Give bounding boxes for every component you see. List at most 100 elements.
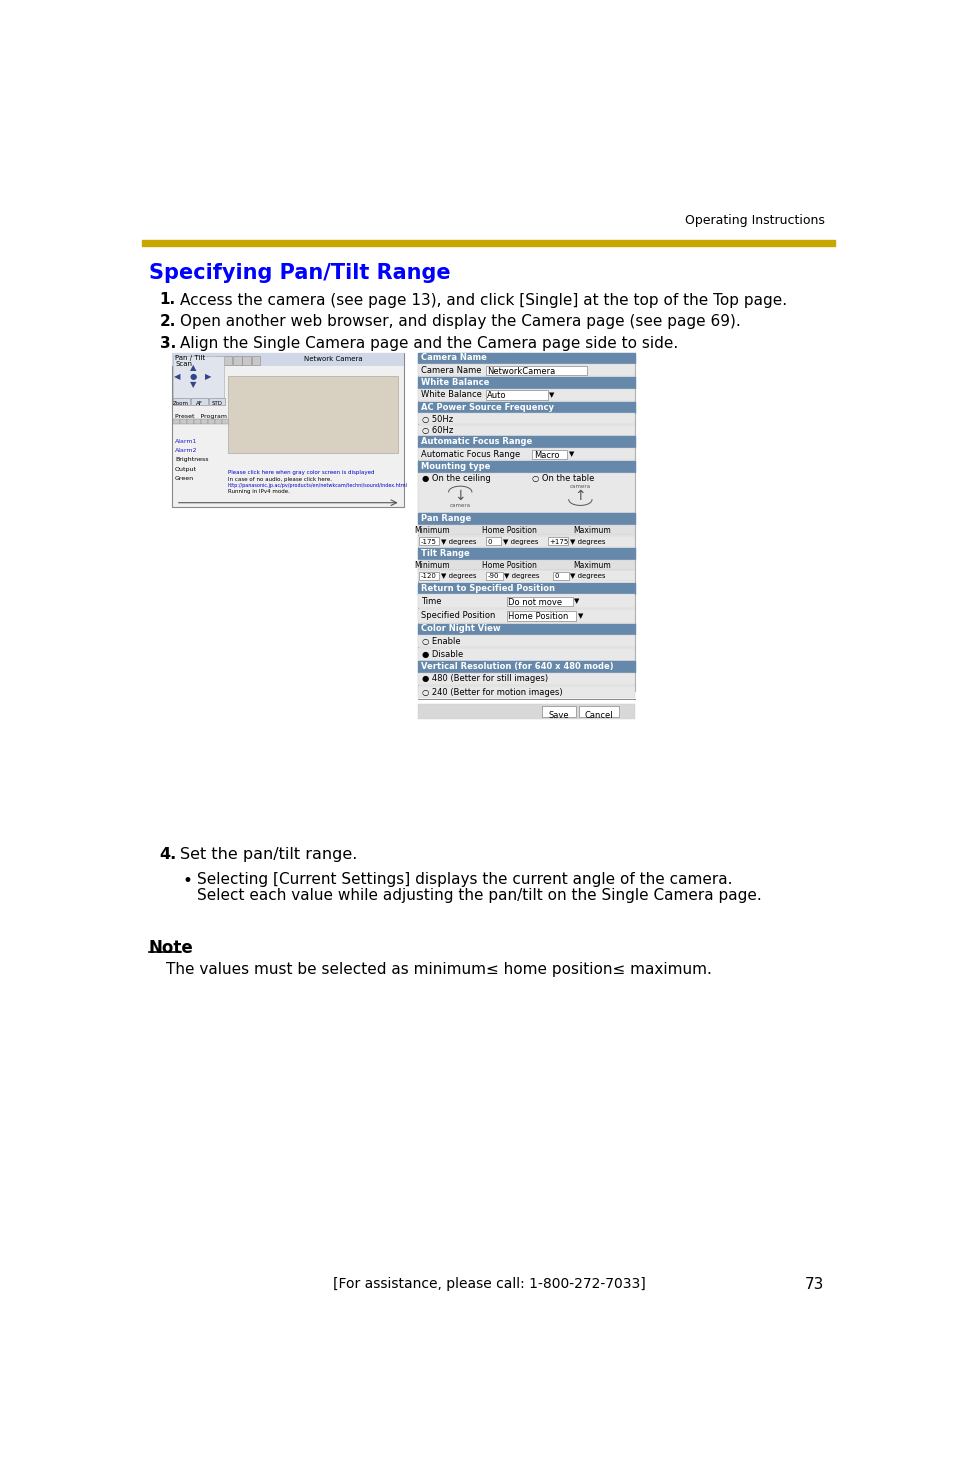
Text: ↓: ↓ xyxy=(454,488,466,503)
Text: Specifying Pan/Tilt Range: Specifying Pan/Tilt Range xyxy=(149,263,450,283)
Text: 0: 0 xyxy=(555,574,558,580)
Bar xyxy=(233,357,241,364)
Bar xyxy=(418,537,439,546)
Text: ▼ degrees: ▼ degrees xyxy=(502,538,537,544)
Text: Pan Range: Pan Range xyxy=(420,515,471,524)
Bar xyxy=(506,597,572,606)
Text: Green: Green xyxy=(174,476,194,481)
Bar xyxy=(417,462,634,472)
Text: Zoom: Zoom xyxy=(173,401,189,406)
Text: ○ Enable: ○ Enable xyxy=(422,637,460,646)
Bar xyxy=(417,364,634,376)
Text: 1.: 1. xyxy=(159,292,175,307)
Text: Selecting [Current Settings] displays the current angle of the camera.: Selecting [Current Settings] displays th… xyxy=(196,872,732,886)
Text: ▼ degrees: ▼ degrees xyxy=(570,574,605,580)
Text: ●: ● xyxy=(189,372,196,381)
Text: Output: Output xyxy=(174,466,197,472)
Bar xyxy=(485,366,586,375)
Text: ● 480 (Better for still images): ● 480 (Better for still images) xyxy=(422,674,548,683)
Text: Note: Note xyxy=(149,940,193,957)
Bar xyxy=(417,353,634,363)
Bar xyxy=(553,572,568,580)
Bar xyxy=(417,513,634,524)
Bar xyxy=(222,419,229,425)
Bar xyxy=(417,378,634,388)
Text: Time: Time xyxy=(420,597,440,606)
Text: Mounting type: Mounting type xyxy=(420,462,490,471)
Text: ▼ degrees: ▼ degrees xyxy=(440,574,476,580)
Bar xyxy=(417,413,634,425)
Bar xyxy=(506,611,576,621)
Text: Macro: Macro xyxy=(534,451,558,460)
Bar xyxy=(417,648,634,661)
Bar xyxy=(173,419,179,425)
Text: The values must be selected as minimum≤ home position≤ maximum.: The values must be selected as minimum≤ … xyxy=(166,962,711,978)
Text: ○ On the table: ○ On the table xyxy=(532,475,594,484)
Bar xyxy=(242,357,251,364)
Bar xyxy=(417,594,634,608)
Text: Align the Single Camera page and the Camera page side to side.: Align the Single Camera page and the Cam… xyxy=(179,336,678,351)
Text: Maximum: Maximum xyxy=(573,527,610,535)
Bar xyxy=(173,398,190,406)
Text: ● Disable: ● Disable xyxy=(422,650,463,659)
Bar xyxy=(208,419,214,425)
Text: Save: Save xyxy=(548,711,568,720)
Bar xyxy=(417,353,634,692)
Text: •: • xyxy=(183,872,193,889)
Bar xyxy=(192,398,208,406)
Text: ▶: ▶ xyxy=(205,372,212,381)
Bar xyxy=(417,535,634,547)
Text: -175: -175 xyxy=(420,538,436,544)
Text: Operating Instructions: Operating Instructions xyxy=(684,214,823,227)
Bar xyxy=(417,437,634,447)
Text: Home Position: Home Position xyxy=(481,560,536,569)
Text: 2.: 2. xyxy=(159,314,175,329)
Text: Color Night View: Color Night View xyxy=(420,624,499,633)
Bar xyxy=(485,391,547,400)
Text: Return to Specified Position: Return to Specified Position xyxy=(420,584,554,593)
Text: Do not move: Do not move xyxy=(508,597,562,606)
Text: Pan / Tilt: Pan / Tilt xyxy=(174,355,205,361)
Text: NetworkCamera: NetworkCamera xyxy=(487,367,555,376)
Bar xyxy=(532,450,567,459)
Text: Automatic Focus Range: Automatic Focus Range xyxy=(420,437,532,447)
Bar xyxy=(215,419,221,425)
Bar xyxy=(194,419,200,425)
Text: ▼ degrees: ▼ degrees xyxy=(504,574,539,580)
Text: ○ 50Hz: ○ 50Hz xyxy=(422,414,453,423)
Text: Please click here when gray color screen is displayed: Please click here when gray color screen… xyxy=(228,471,374,475)
Text: [For assistance, please call: 1-800-272-7033]: [For assistance, please call: 1-800-272-… xyxy=(333,1276,644,1291)
Bar xyxy=(541,707,575,717)
Text: Camera Name: Camera Name xyxy=(420,366,480,375)
Bar xyxy=(417,583,634,593)
Text: ▼: ▼ xyxy=(190,381,196,389)
Text: +175: +175 xyxy=(549,538,568,544)
Bar xyxy=(224,357,233,364)
Bar xyxy=(417,636,634,648)
Text: Cancel: Cancel xyxy=(584,711,613,720)
Text: Auto: Auto xyxy=(487,391,506,400)
Bar xyxy=(142,240,835,246)
Text: Minimum: Minimum xyxy=(414,560,449,569)
Text: AC Power Source Frequency: AC Power Source Frequency xyxy=(420,403,553,412)
Text: AF: AF xyxy=(195,401,202,406)
Bar xyxy=(228,376,397,453)
Bar xyxy=(418,572,439,580)
Bar xyxy=(417,525,634,535)
Text: Camera Name: Camera Name xyxy=(420,354,486,363)
Text: -90: -90 xyxy=(487,574,498,580)
Text: White Balance: White Balance xyxy=(420,391,481,400)
Bar xyxy=(417,609,634,622)
Text: http://panasonic.jp.ac/pv/products/en/netwkcam/techni/sound/index.html: http://panasonic.jp.ac/pv/products/en/ne… xyxy=(228,482,407,488)
Bar xyxy=(417,472,634,513)
Text: Automatic Focus Range: Automatic Focus Range xyxy=(420,450,519,459)
Text: Maximum: Maximum xyxy=(573,560,610,569)
Text: Specified Position: Specified Position xyxy=(420,611,495,621)
Text: Alarm2: Alarm2 xyxy=(174,448,197,453)
Text: ▼: ▼ xyxy=(549,392,554,398)
Bar xyxy=(547,537,567,546)
Bar xyxy=(417,425,634,435)
Text: Home Position: Home Position xyxy=(481,527,536,535)
Bar xyxy=(172,353,404,366)
Text: ▼: ▼ xyxy=(578,612,583,620)
